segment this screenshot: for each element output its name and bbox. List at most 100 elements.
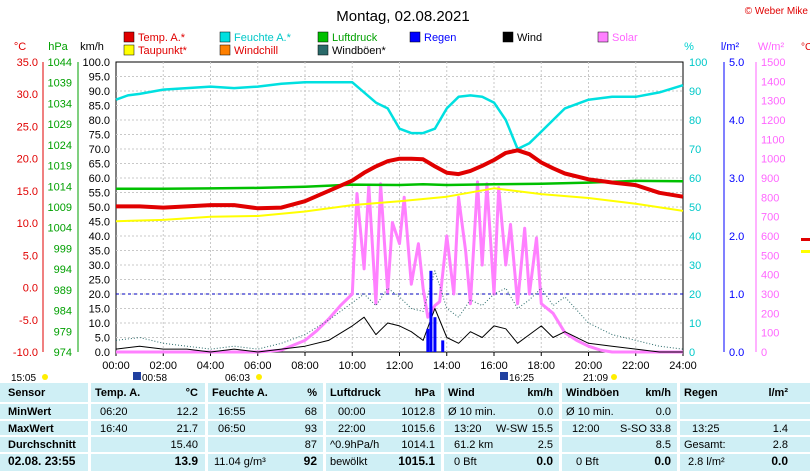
solar-tick-label: 1100: [761, 134, 785, 146]
legend-label-gusts: Windböen*: [332, 45, 387, 57]
solar-tick-label: 100: [761, 328, 779, 340]
legend-swatch-pressure: [317, 31, 329, 43]
wind-tick-label: 60.0: [89, 173, 110, 185]
temp-tick-label: 30.0: [17, 89, 38, 101]
sun-icon: [42, 374, 48, 380]
solar-tick-label: 1200: [761, 115, 785, 127]
series-pressure-line: [116, 179, 684, 191]
series-wind-line: [115, 308, 683, 353]
header-humidity-unit: %: [307, 387, 317, 399]
wind-tick-label: 5.0: [95, 333, 110, 345]
pressure-tick-label: 1009: [48, 202, 72, 214]
humidity-tick-label: 80: [689, 115, 701, 127]
weather-chart: Montag, 02.08.2021 © Weber Mike °C hPa k…: [11, 6, 810, 383]
chart-series: [115, 81, 684, 354]
min-press-time: 00:00: [338, 406, 366, 418]
wind-tick-label: 70.0: [89, 144, 110, 156]
x-tick-label: 16:00: [480, 360, 508, 372]
row-max-label: MaxWert: [8, 423, 54, 435]
solar-tick-label: 700: [761, 212, 779, 224]
pressure-tick-label: 1004: [48, 223, 72, 235]
x-tick-label: 00:00: [102, 360, 130, 372]
pressure-tick-label: 1044: [48, 57, 72, 69]
row-min-label: MinWert: [8, 406, 52, 418]
rain-axis-unit: l/m²: [721, 41, 740, 53]
current-gust: 0.0: [654, 454, 671, 468]
header-sensor: Sensor: [8, 387, 46, 399]
chart-axes: 35.0 30.0 25.0 20.0 15.0 10.0 5.0 0.0 -5.0 -10.0 1…: [13, 57, 786, 372]
pressure-tick-label: 974: [54, 347, 72, 359]
min-gust-value: 0.0: [655, 406, 671, 418]
max-gust-direction: S-SO: [620, 423, 647, 435]
temp-tick-label: 0.0: [23, 283, 38, 295]
header-gust-unit: km/h: [645, 387, 671, 399]
max-wind-time: 13:20: [454, 423, 482, 435]
pressure-tick-label: 999: [54, 243, 72, 255]
solar-tick-label: 1400: [761, 76, 785, 88]
statistics-panel: Sensor Temp. A. °C Feuchte A. % Luftdruc…: [0, 383, 810, 471]
humidity-tick-label: 0: [689, 347, 695, 359]
legend-swatch-gusts: [317, 44, 329, 56]
rain-tick-label: 4.0: [729, 115, 744, 127]
solar-axis-unit: W/m²: [758, 41, 785, 53]
pressure-tick-label: 1029: [48, 119, 72, 131]
current-temp: 13.9: [174, 454, 198, 468]
current-timestamp: 02.08. 23:55: [8, 454, 76, 468]
avg-gust-value: 8.5: [655, 439, 671, 451]
temp-tick-label: -5.0: [19, 315, 38, 327]
moonset-icon: [500, 372, 508, 380]
rain-bar: [441, 340, 445, 352]
wind-tick-label: 10.0: [89, 318, 110, 330]
wind-tick-label: 30.0: [89, 260, 110, 272]
series-dew-line: [115, 187, 684, 223]
solar-tick-label: 1300: [761, 96, 785, 108]
temp-tick-label: 10.0: [17, 218, 38, 230]
legend-label-pressure: Luftdruck: [332, 32, 378, 44]
wind-tick-label: 15.0: [89, 304, 110, 316]
rain-tick-label: 0.0: [729, 347, 744, 359]
temp-tick-label: 25.0: [17, 121, 38, 133]
legend-swatch-rain: [409, 31, 421, 43]
header-gust: Windböen: [566, 387, 620, 399]
x-tick-label: 06:00: [244, 360, 272, 372]
max-press-time: 22:00: [338, 423, 366, 435]
x-tick-label: 12:00: [386, 360, 414, 372]
chart-title: Montag, 02.08.2021: [336, 8, 469, 25]
solar-tick-label: 0: [761, 347, 767, 359]
wind-tick-label: 90.0: [89, 86, 110, 98]
x-tick-label: 10:00: [338, 360, 366, 372]
avg-hum-value: 87: [304, 439, 317, 451]
wind-beaufort: 0 Bft: [454, 456, 477, 468]
series-temp-line: [116, 148, 684, 211]
header-pressure: Luftdruck: [330, 387, 381, 399]
wind-tick-label: 40.0: [89, 231, 110, 243]
x-tick-label: 24:00: [669, 360, 697, 372]
max-gust-time: 12:00: [572, 423, 600, 435]
sun-moon-times: 15:05 00:58 06:03 16:25 21:09: [11, 372, 617, 383]
rain-tick-label: 3.0: [729, 173, 744, 185]
sunrise-time: 06:03: [225, 373, 250, 383]
wind-tick-label: 95.0: [89, 72, 110, 84]
header-wind: Wind: [448, 387, 475, 399]
legend-label-humidity: Feuchte A.*: [234, 32, 292, 44]
wind-tick-label: 100.0: [82, 57, 110, 69]
daylight-duration: 15:05: [11, 373, 36, 383]
rain-total-value: 2.8: [772, 439, 788, 451]
legend-label-solar: Solar: [612, 32, 638, 44]
legend-label-wind: Wind: [517, 32, 542, 44]
solar-tick-label: 200: [761, 308, 779, 320]
humidity-axis-unit: %: [684, 41, 694, 53]
wind-tick-label: 50.0: [89, 202, 110, 214]
moonrise-icon: [133, 372, 141, 380]
series-gusts-line: [115, 270, 684, 350]
max-wind-direction: W-SW: [496, 423, 528, 435]
temp-tick-label: -10.0: [13, 347, 38, 359]
series-solar-line: [116, 180, 683, 354]
wind-axis-unit: km/h: [80, 41, 104, 53]
wind-tick-label: 35.0: [89, 246, 110, 258]
rain-tick-label: 1.0: [729, 289, 744, 301]
legend-swatch-windchill: [219, 44, 231, 56]
legend-label-temp: Temp. A.*: [138, 32, 186, 44]
wind-tick-label: 75.0: [89, 130, 110, 142]
min-temp-value: 12.2: [176, 406, 198, 418]
